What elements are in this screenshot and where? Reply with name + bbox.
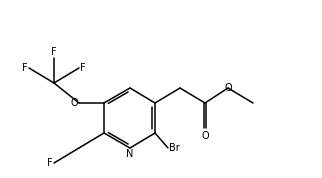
Text: O: O	[201, 131, 209, 141]
Text: Br: Br	[169, 143, 180, 153]
Text: F: F	[47, 158, 53, 168]
Text: N: N	[126, 149, 134, 159]
Text: F: F	[22, 63, 28, 73]
Text: F: F	[51, 47, 57, 57]
Text: O: O	[71, 98, 78, 108]
Text: F: F	[80, 63, 86, 73]
Text: O: O	[224, 83, 232, 93]
